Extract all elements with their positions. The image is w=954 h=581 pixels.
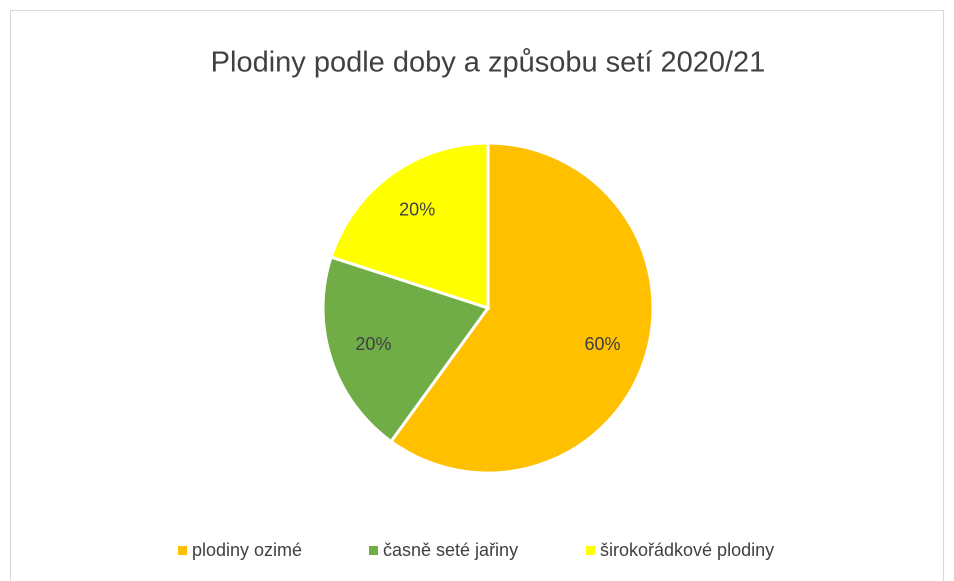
legend-marker (178, 546, 187, 555)
legend-label: plodiny ozimé (192, 540, 302, 560)
legend-label: časně seté jařiny (383, 540, 518, 560)
legend-label: širokořádkové plodiny (600, 540, 774, 560)
legend-marker (586, 546, 595, 555)
chart-title: Plodiny podle doby a způsobu setí 2020/2… (211, 47, 766, 79)
pie-slice (321, 255, 491, 444)
data-label: 20% (399, 199, 435, 219)
data-label: 20% (355, 334, 391, 354)
legend-marker (369, 546, 378, 555)
pie-slice (329, 141, 490, 311)
data-label: 60% (585, 334, 621, 354)
pie-slice (388, 141, 655, 475)
